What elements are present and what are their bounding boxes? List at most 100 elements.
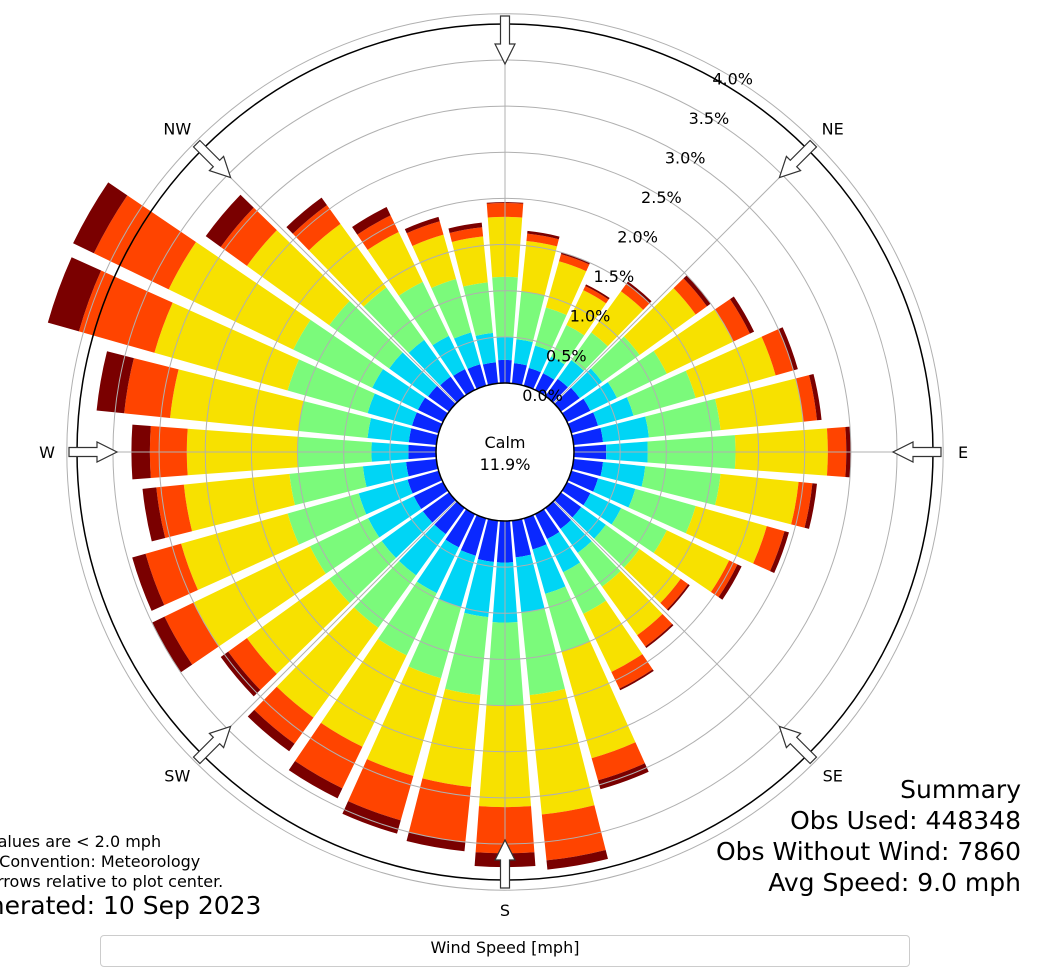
bar-segment — [521, 608, 565, 696]
bar-segment — [594, 524, 640, 568]
bar-segment — [607, 350, 667, 398]
bar-segment — [620, 283, 650, 310]
bar-segment — [567, 470, 599, 492]
bar-segment — [623, 549, 681, 604]
bar-segment — [571, 458, 604, 477]
bar-segment — [460, 514, 487, 556]
bar-segment — [411, 412, 443, 434]
bar-segment — [378, 581, 437, 656]
bar-segment — [778, 327, 798, 371]
bar-segment — [597, 763, 649, 790]
bar-segment — [381, 511, 433, 559]
bar-segment — [366, 666, 441, 776]
bar-segment — [626, 370, 696, 416]
radial-tick-label: 0.0% — [522, 386, 563, 405]
bar-segment — [623, 288, 696, 355]
compass-arrow-icon — [192, 725, 232, 765]
bar-segment — [124, 358, 179, 418]
bar-segment — [666, 584, 690, 611]
bar-segment — [164, 602, 219, 665]
bar-segment — [398, 281, 449, 346]
bar-segment — [413, 482, 448, 509]
bar-segment — [463, 282, 493, 336]
bar-segment — [557, 360, 584, 388]
bar-segment — [406, 458, 439, 477]
bar-segment — [228, 638, 277, 690]
bar-segment — [181, 513, 299, 591]
compass-arrow-icon — [192, 139, 232, 179]
bar-segment — [567, 412, 599, 434]
calm-value: 11.9% — [480, 455, 531, 474]
bar-segment — [292, 205, 341, 251]
bar-segment — [583, 382, 617, 411]
bar-segment — [154, 302, 299, 391]
obs-used: Obs Used: 448348 — [790, 806, 1021, 835]
bar-segment — [362, 462, 409, 488]
legend: Wind Speed [mph] — [100, 935, 910, 967]
avg-speed: Avg Speed: 9.0 mph — [768, 868, 1021, 897]
compass-label: N — [499, 0, 511, 4]
compass-arrow-icon — [68, 441, 119, 463]
bar-segment — [511, 363, 527, 386]
bar-segment — [286, 197, 327, 234]
obs-without-wind: Obs Without Wind: 7860 — [716, 837, 1021, 866]
bar-segment — [431, 279, 472, 339]
bar-segment — [453, 369, 475, 395]
bar-segment — [428, 385, 456, 412]
radial-tick-label: 2.0% — [617, 228, 658, 247]
bar-segment — [619, 669, 654, 691]
summary-title: Summary — [900, 775, 1021, 804]
bar-segment — [761, 329, 794, 376]
bar-segment — [804, 483, 817, 529]
bar-segment — [367, 418, 412, 443]
summary-panel: Summary Obs Used: 448348 Obs Without Win… — [716, 774, 1021, 898]
bar-segment — [535, 373, 555, 395]
bar-segment — [511, 518, 531, 558]
bar-segment — [408, 599, 462, 679]
bar-segment — [408, 339, 451, 386]
bar-segment — [545, 586, 591, 652]
bar-segment — [685, 336, 776, 399]
calm-label: Calm — [484, 433, 525, 452]
bar-segment — [408, 778, 471, 843]
radial-tick-label: 1.0% — [570, 307, 611, 326]
compass-label: NW — [163, 119, 191, 138]
grid-spoke — [553, 500, 808, 755]
bar-segment — [532, 544, 566, 594]
radial-tick-label: 2.5% — [641, 188, 682, 207]
bar-segment — [590, 336, 640, 382]
compass-labels: N NE E SE S SW W NW — [39, 0, 968, 920]
bar-segment — [572, 506, 606, 539]
bar-segment — [560, 252, 591, 265]
bar-segment — [406, 832, 466, 852]
bar-segment — [47, 257, 102, 332]
bar-segment — [551, 325, 585, 365]
grid-spoke — [553, 149, 808, 404]
bar-segment — [809, 373, 822, 421]
bar-segment — [156, 484, 193, 538]
bar-segment — [535, 307, 567, 352]
bar-segment — [183, 473, 295, 532]
bar-segment — [293, 319, 384, 388]
bar-segment — [769, 531, 789, 573]
arrows-note: Arrows show arrows relative to plot cent… — [0, 872, 224, 891]
bar-segment — [132, 553, 165, 611]
bar-segment — [434, 501, 465, 535]
bar-segment — [547, 531, 581, 573]
bar-segment — [168, 242, 311, 350]
bar-segment — [246, 230, 350, 326]
bar-segment — [527, 230, 560, 240]
bar-segment — [523, 367, 541, 390]
bar-segment — [515, 554, 545, 613]
bar-segment — [545, 378, 568, 403]
bar-segment — [320, 638, 407, 747]
bar-segment — [521, 241, 558, 296]
bar-segment — [591, 742, 645, 781]
bar-segment — [558, 254, 590, 272]
bar-segment — [438, 550, 476, 608]
bar-segment — [205, 194, 254, 247]
grid-circle — [66, 13, 944, 891]
notes-panel: Calm values are < 2.0 mph Arrows: Conven… — [0, 832, 261, 920]
bar-segment — [352, 207, 391, 235]
bar-segment — [289, 466, 367, 506]
